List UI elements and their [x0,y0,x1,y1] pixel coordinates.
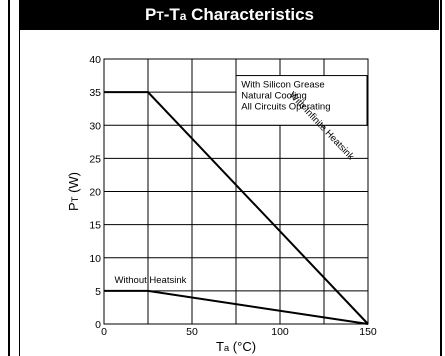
y-tick-label-2: 10 [89,253,101,265]
y-tick-label-6: 30 [89,120,101,132]
series-line-1 [104,289,369,325]
y-tick-label-7: 35 [89,87,101,99]
title-p: P [145,5,157,24]
title-mid: -T [163,5,180,24]
panel-left-border [19,0,20,356]
y-label-sub: T [70,196,81,202]
title-t-sub: a [179,9,187,23]
y-tick-label-4: 20 [89,187,101,199]
plot-area [103,58,369,325]
y-label-unit: (W) [66,172,81,197]
title-p-sub: T [156,9,164,23]
x-tick-label-0: 0 [101,326,107,338]
x-label-sub: a [224,343,230,354]
y-tick-label-8: 40 [89,54,101,66]
y-tick-labels: 0 5 10 15 20 25 30 35 40 [89,54,101,331]
series-line-0 [104,91,369,325]
chart-title: PT-Ta Characteristics [20,0,439,30]
x-label-t: T [216,339,224,354]
x-tick-label-3: 150 [359,326,377,338]
title-rest: Characteristics [186,5,314,24]
y-tick-label-3: 15 [89,220,101,232]
y-axis-label: PT (W) [66,172,81,211]
series-label-without-heatsink: Without Heatsink [115,275,187,286]
y-label-p: P [66,202,81,211]
y-tick-label-0: 0 [95,319,101,331]
x-tick-label-2: 100 [271,326,289,338]
y-tick-label-5: 25 [89,153,101,165]
legend-line-silicon-grease: With Silicon Grease [241,79,324,90]
legend-line-natural-cooling: Natural Cooling [241,90,306,101]
y-tick-label-1: 5 [95,286,101,298]
x-tick-label-1: 50 [186,326,198,338]
page-right-rule [440,0,442,356]
x-axis-label: Ta (°C) [216,339,256,354]
legend-line-all-circuits: All Circuits Operating [241,101,330,112]
legend-box [235,75,368,126]
page-left-rule [8,0,10,356]
x-label-unit: (°C) [229,339,256,354]
x-tick-labels: 0 50 100 150 [101,326,377,338]
series-lines [104,91,369,325]
